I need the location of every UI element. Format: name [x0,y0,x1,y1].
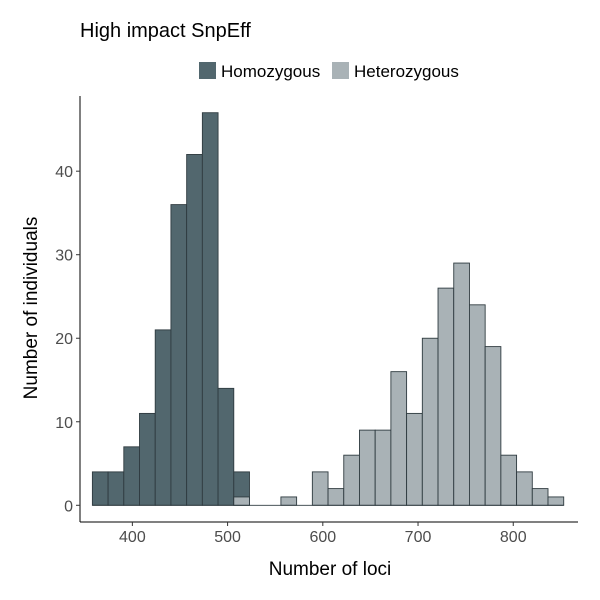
x-tick-label-700: 700 [405,529,432,546]
legend-label-heterozygous: Heterozygous [354,62,459,81]
bar-homozygous-1 [107,471,125,506]
x-tick-label-800: 800 [500,529,527,546]
bar-homozygous-2 [123,446,140,506]
bar-heterozygous-6 [374,429,392,506]
bar-heterozygous-17 [547,496,565,506]
bar-heterozygous-5 [359,429,376,506]
legend-swatch-heterozygous [332,62,349,79]
bars-layer [91,112,565,506]
x-axis-title: Number of loci [269,559,392,580]
y-ticks: 0 10 20 30 40 [55,164,80,515]
y-axis-title: Number of individuals [21,217,42,400]
legend: Homozygous Heterozygous [199,62,459,81]
y-tick-label-40: 40 [55,164,73,181]
y-tick-label-10: 10 [55,415,73,432]
bar-heterozygous-11 [453,262,470,506]
y-tick-label-0: 0 [64,498,73,515]
bar-heterozygous-1 [280,496,298,506]
bar-heterozygous-2 [311,471,329,506]
bar-heterozygous-16 [531,488,549,506]
bar-homozygous-4 [154,329,172,506]
bar-heterozygous-4 [343,454,360,506]
bar-heterozygous-13 [484,346,502,506]
legend-label-homozygous: Homozygous [221,62,320,81]
x-ticks: 400 500 600 700 800 [119,522,527,546]
bar-homozygous-5 [170,204,188,506]
x-tick-label-500: 500 [214,529,241,546]
x-tick-label-600: 600 [309,529,336,546]
bar-homozygous-3 [139,412,156,506]
bar-homozygous-6 [186,154,203,506]
bar-heterozygous-10 [437,287,455,506]
bar-heterozygous-9 [421,337,439,506]
bar-heterozygous-12 [469,304,486,506]
bar-heterozygous-14 [500,454,518,506]
legend-swatch-homozygous [199,62,216,79]
bar-homozygous-7 [201,112,219,506]
bar-heterozygous-15 [516,471,533,506]
bar-heterozygous-8 [406,412,423,506]
bar-homozygous-0 [91,471,109,506]
bar-homozygous-8 [217,387,235,506]
bar-heterozygous-3 [327,488,345,506]
bar-heterozygous-0 [233,496,250,506]
chart-title: High impact SnpEff [80,20,251,42]
y-tick-label-30: 30 [55,248,73,265]
x-tick-label-400: 400 [119,529,146,546]
bar-heterozygous-7 [390,371,408,506]
y-tick-label-20: 20 [55,331,73,348]
